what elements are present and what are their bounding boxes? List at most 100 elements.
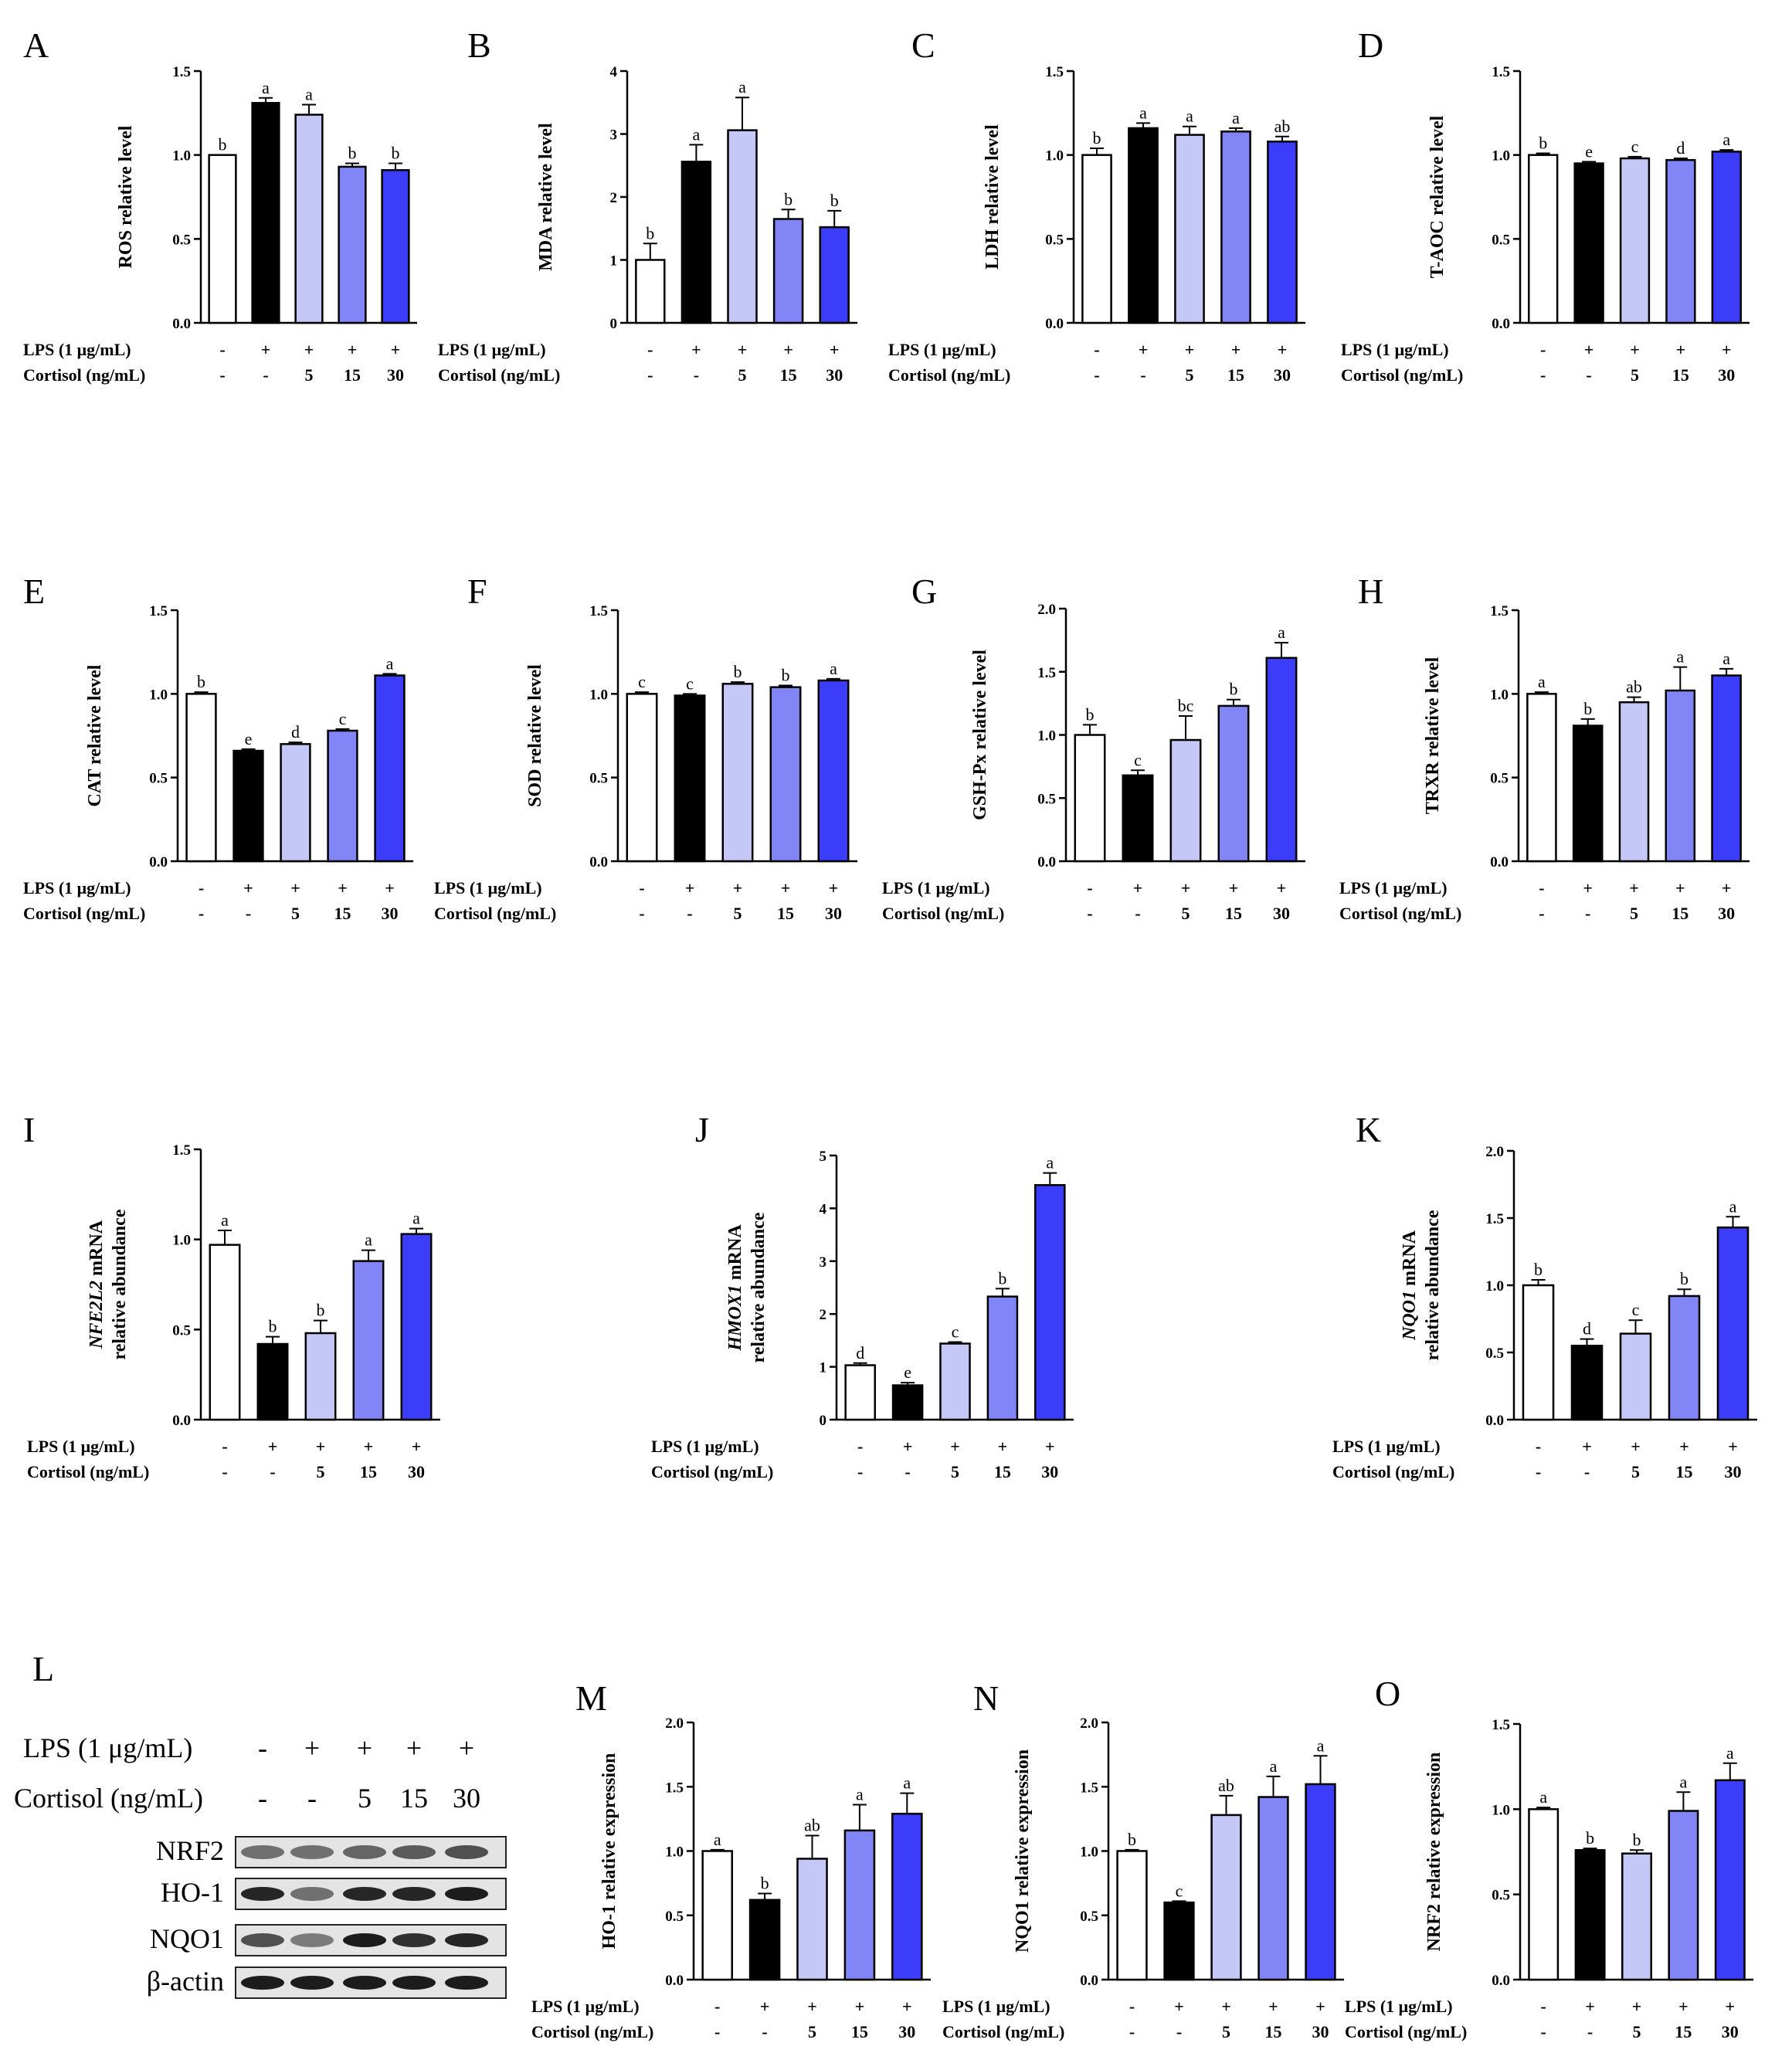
y-axis-label-n: NQO1 relative expression bbox=[1013, 1749, 1033, 1953]
lps-value-a-3: + bbox=[304, 340, 314, 359]
chart-panel-c: C 0.0 0.5 1.0 1.5 LDH relative level b - - a + - a +5… bbox=[888, 25, 1305, 385]
lps-value-n-4: + bbox=[1268, 1997, 1278, 2016]
lps-value-g-5: + bbox=[1277, 878, 1287, 898]
y-axis-label-o: NRF2 relative expression bbox=[1424, 1753, 1444, 1952]
lps-value-d-2: + bbox=[1584, 340, 1594, 359]
cortisol-value-m-5: 30 bbox=[898, 2022, 915, 2041]
y-tick-label-j: 5 bbox=[820, 1149, 827, 1165]
y-axis-label-m: HO-1 relative expression bbox=[599, 1753, 619, 1950]
bar-k-4 bbox=[1668, 1295, 1701, 1421]
significance-letter-k-4: b bbox=[1680, 1269, 1688, 1288]
bar-f-4 bbox=[769, 686, 802, 863]
chart-panel-m: M 0.0 0.5 1.0 1.5 2.0 HO-1 relative expression… bbox=[531, 1678, 931, 2041]
y-tick-label-n: 2.0 bbox=[1080, 1715, 1098, 1732]
lps-value-g-4: + bbox=[1229, 878, 1239, 898]
y-tick-label-i: 0.5 bbox=[172, 1322, 191, 1339]
lps-row-label-h: LPS (1 μg/mL) bbox=[1339, 878, 1448, 898]
blot-cortisol-value-5: 30 bbox=[453, 1783, 480, 1814]
lps-value-f-3: + bbox=[733, 878, 743, 898]
chart-panel-g: G 0.0 0.5 1.0 1.5 2.0 GSH-Px relative level b - -… bbox=[882, 572, 1305, 923]
bar-h-2 bbox=[1572, 724, 1604, 863]
bar-f-2 bbox=[674, 694, 706, 863]
y-tick-label-m: 1.5 bbox=[665, 1780, 684, 1796]
band-3-2 bbox=[290, 1933, 334, 1947]
cortisol-row-label-o: Cortisol (ng/mL) bbox=[1345, 2022, 1467, 2041]
lps-row-label-b: LPS (1 μg/mL) bbox=[438, 340, 546, 359]
significance-letter-i-1: a bbox=[221, 1210, 229, 1230]
blot-cortisol-value-1: - bbox=[258, 1783, 267, 1814]
band-4-4 bbox=[392, 1976, 436, 1990]
band-1-5 bbox=[445, 1845, 488, 1859]
cortisol-value-h-2: - bbox=[1585, 904, 1590, 923]
y-tick-label-o: 0.5 bbox=[1492, 1888, 1510, 1904]
chart-panel-e: E 0.0 0.5 1.0 1.5 CAT relative level b - - e + - d +5… bbox=[23, 572, 413, 923]
significance-letter-f-1: c bbox=[638, 672, 646, 691]
western-blot-panel-l: L LPS (1 μg/mL) Cortisol (ng/mL) - - + - +5 +15 +… bbox=[14, 1649, 507, 1999]
lps-value-m-1: - bbox=[714, 1997, 720, 2016]
chart-panel-i: I 0.0 0.5 1.0 1.5 NFE2L2 mRNA relative abundan… bbox=[23, 1110, 440, 1481]
significance-letter-k-5: a bbox=[1729, 1196, 1737, 1216]
lps-row-label-j: LPS (1 μg/mL) bbox=[651, 1437, 759, 1456]
bar-h-5 bbox=[1711, 674, 1742, 863]
lps-value-f-1: - bbox=[639, 878, 644, 898]
cortisol-value-f-2: - bbox=[687, 904, 692, 923]
cortisol-value-j-3: 5 bbox=[951, 1462, 959, 1481]
lps-value-o-2: + bbox=[1585, 1997, 1595, 2016]
band-4-5 bbox=[445, 1976, 488, 1990]
y-tick-label-g: 2.0 bbox=[1037, 602, 1056, 618]
significance-letter-a-4: b bbox=[348, 144, 357, 163]
y-tick-label-c: 0.0 bbox=[1045, 316, 1064, 332]
bar-f-5 bbox=[817, 679, 850, 863]
panel-label-m: M bbox=[575, 1678, 607, 1718]
y-tick-label-d: 0.5 bbox=[1492, 232, 1510, 248]
chart-panel-n: N 0.0 0.5 1.0 1.5 2.0 NQO1 relative expression… bbox=[942, 1678, 1344, 2041]
bar-n-5 bbox=[1305, 1783, 1336, 1981]
y-axis-label-e: CAT relative level bbox=[85, 664, 105, 806]
significance-letter-c-2: a bbox=[1139, 103, 1147, 122]
bar-d-5 bbox=[1711, 151, 1742, 324]
bar-d-2 bbox=[1573, 162, 1604, 324]
significance-letter-b-1: b bbox=[646, 223, 654, 243]
cortisol-value-b-4: 15 bbox=[780, 365, 797, 385]
y-axis-label-suffix-k: mRNA bbox=[1400, 1230, 1420, 1291]
chart-panel-h: H 0.0 0.5 1.0 1.5 TRXR relative level a - - b + - ab… bbox=[1339, 572, 1750, 923]
cortisol-value-o-2: - bbox=[1587, 2022, 1593, 2041]
y-tick-label-d: 0.0 bbox=[1492, 316, 1510, 332]
y-tick-label-n: 0.5 bbox=[1080, 1909, 1098, 1925]
significance-letter-g-2: c bbox=[1134, 750, 1142, 769]
significance-letter-d-4: d bbox=[1676, 138, 1685, 158]
y-tick-label-b: 0 bbox=[610, 316, 618, 332]
cortisol-value-b-3: 5 bbox=[738, 365, 747, 385]
lps-value-c-3: + bbox=[1185, 340, 1195, 359]
lps-row-label-f: LPS (1 μg/mL) bbox=[434, 878, 542, 898]
bar-k-5 bbox=[1716, 1226, 1750, 1421]
lps-value-h-5: + bbox=[1722, 878, 1732, 898]
bar-c-2 bbox=[1128, 127, 1159, 324]
chart-panel-b: B 0 1 2 3 4 MDA relative level b - - a + - a +5 b +15 b +3… bbox=[438, 25, 857, 385]
y-axis-label-c: LDH relative level bbox=[983, 124, 1003, 270]
band-label-4: β-actin bbox=[147, 1966, 224, 1997]
cortisol-value-i-5: 30 bbox=[408, 1462, 425, 1481]
blot-lps-value-1: - bbox=[258, 1732, 267, 1763]
cortisol-value-o-3: 5 bbox=[1633, 2022, 1641, 2041]
cortisol-value-g-5: 30 bbox=[1273, 904, 1290, 923]
significance-letter-h-3: ab bbox=[1626, 677, 1642, 697]
panel-label-h: H bbox=[1358, 572, 1383, 611]
y-tick-label-m: 0.5 bbox=[665, 1909, 684, 1925]
bar-a-3 bbox=[294, 114, 324, 324]
lps-value-e-4: + bbox=[338, 878, 348, 898]
significance-letter-j-5: a bbox=[1046, 1153, 1054, 1172]
y-tick-label-f: 0.5 bbox=[589, 771, 608, 787]
significance-letter-e-3: d bbox=[291, 722, 300, 741]
significance-letter-a-1: b bbox=[219, 135, 227, 154]
band-3-3 bbox=[343, 1933, 386, 1947]
cortisol-value-o-5: 30 bbox=[1722, 2022, 1739, 2041]
lps-value-j-4: + bbox=[998, 1437, 1008, 1456]
chart-panel-a: A 0.0 0.5 1.0 1.5 ROS relative level b - - a + - a +5… bbox=[23, 25, 417, 385]
chart-panel-d: D 0.0 0.5 1.0 1.5 T-AOC relative level b - - e + - c… bbox=[1341, 25, 1750, 385]
panel-label-i: I bbox=[23, 1110, 35, 1149]
lps-value-b-2: + bbox=[691, 340, 701, 359]
y-tick-label-f: 0.0 bbox=[589, 854, 608, 870]
significance-letter-j-1: d bbox=[856, 1343, 864, 1362]
bar-c-1 bbox=[1081, 154, 1112, 324]
